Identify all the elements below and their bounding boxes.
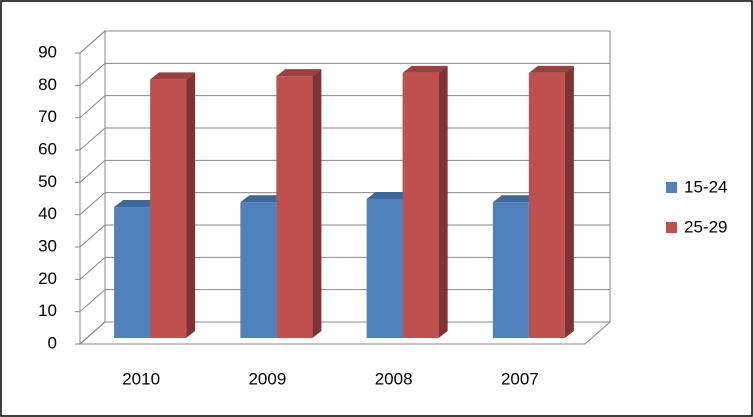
legend-swatch	[666, 222, 677, 233]
legend-label: 15-24	[684, 177, 727, 196]
bar-side	[438, 65, 448, 338]
bar-top	[402, 65, 448, 73]
bar-front	[492, 202, 529, 338]
y-tick-label: 80	[38, 75, 57, 94]
bar	[528, 65, 574, 338]
bar-side	[312, 69, 322, 338]
bar-top	[528, 65, 574, 73]
y-tick-label: 90	[38, 42, 57, 61]
bar-top	[114, 200, 160, 208]
bar-top	[276, 69, 322, 77]
bar-top	[366, 191, 412, 199]
bar-top	[240, 195, 286, 203]
x-tick-label: 2008	[375, 369, 413, 388]
legend-label: 25-29	[684, 217, 727, 236]
bar-side	[186, 72, 196, 338]
x-tick-label: 2009	[248, 369, 286, 388]
bar-top	[492, 195, 538, 203]
bar-front	[114, 207, 151, 338]
y-tick-label: 40	[38, 204, 57, 223]
bar-front	[150, 79, 187, 338]
x-tick-label: 2010	[122, 369, 160, 388]
y-tick-label: 30	[38, 236, 57, 255]
bar-top	[150, 72, 196, 80]
bar-side	[564, 65, 574, 338]
bar	[276, 69, 322, 338]
grid-line	[79, 30, 610, 54]
bar-front	[402, 72, 439, 338]
bar-front	[366, 198, 403, 338]
y-tick-label: 50	[38, 172, 57, 191]
y-tick-label: 70	[38, 107, 57, 126]
y-tick-label: 60	[38, 139, 57, 158]
bar-front	[240, 202, 277, 338]
y-tick-label: 10	[38, 301, 57, 320]
x-tick-label: 2007	[501, 369, 539, 388]
bar	[402, 65, 448, 338]
bar-front	[276, 76, 313, 338]
y-tick-label: 0	[48, 333, 57, 352]
grid-line	[79, 62, 610, 86]
bar-front	[528, 72, 565, 338]
y-tick-label: 20	[38, 269, 57, 288]
legend-swatch	[666, 182, 677, 193]
bar	[150, 72, 196, 338]
